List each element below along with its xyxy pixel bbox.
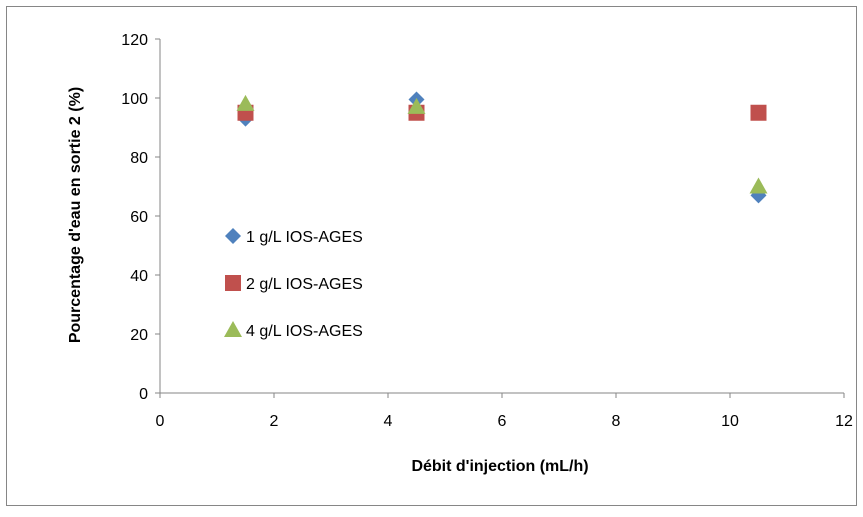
y-tick-label: 120	[121, 32, 148, 49]
data-point-series-3	[407, 97, 426, 114]
x-axis-label: Débit d'injection (mL/h)	[411, 458, 588, 475]
data-point-series-3	[236, 94, 255, 111]
chart-border	[6, 6, 857, 506]
legend: 1 g/L IOS-AGES 2 g/L IOS-AGES 4 g/L IOS-AG…	[224, 228, 363, 340]
x-tick-label: 2	[270, 413, 279, 430]
y-tick-label: 40	[130, 268, 148, 285]
y-axis-label: Pourcentage d'eau en sortie 2 (%)	[67, 87, 84, 343]
data-point-series-3	[749, 177, 768, 194]
y-tick-label: 100	[121, 91, 148, 108]
y-tick-label: 20	[130, 327, 148, 344]
legend-marker-series-3	[224, 321, 242, 337]
x-tick-label: 8	[612, 413, 621, 430]
x-tick-label: 4	[384, 413, 393, 430]
y-tick-label: 80	[130, 150, 148, 167]
y-tick-label: 0	[139, 386, 148, 403]
legend-marker-series-2	[225, 275, 241, 291]
legend-label-series-1: 1 g/L IOS-AGES	[246, 229, 363, 246]
x-tick-label: 12	[835, 413, 853, 430]
y-tick-label: 60	[130, 209, 148, 226]
x-tick-label: 10	[721, 413, 739, 430]
legend-label-series-2: 2 g/L IOS-AGES	[246, 276, 363, 293]
x-tick-label: 0	[156, 413, 165, 430]
x-tick-label: 6	[498, 413, 507, 430]
legend-label-series-3: 4 g/L IOS-AGES	[246, 323, 363, 340]
data-point-series-2	[750, 104, 767, 121]
legend-marker-series-1	[225, 228, 241, 244]
